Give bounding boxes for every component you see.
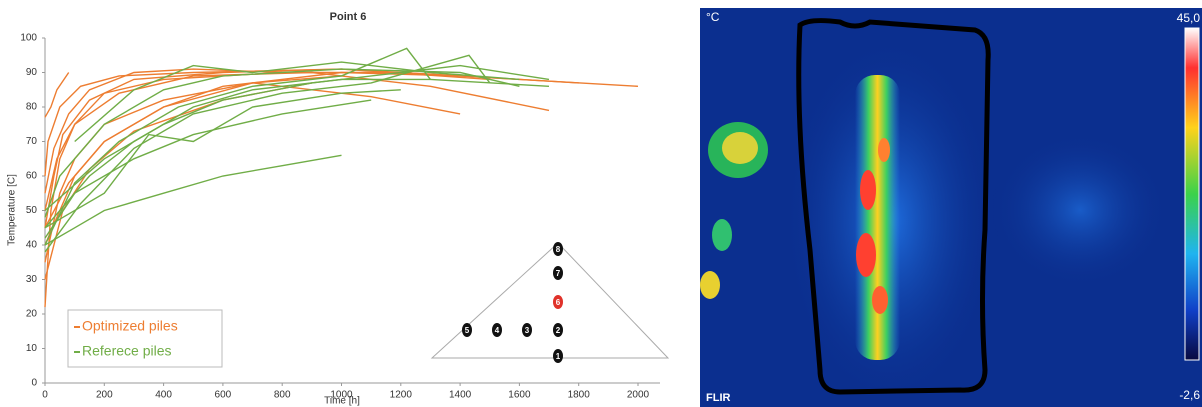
- x-tick-label: 800: [274, 390, 291, 401]
- x-tick-label: 600: [215, 390, 232, 401]
- inset-point-label: 8: [556, 245, 561, 254]
- x-tick-label: 2000: [627, 390, 650, 401]
- x-tick-label: 200: [96, 390, 113, 401]
- series-line: [45, 48, 430, 245]
- page: Point 6 Time [h] Temperature [C] 0102030…: [0, 0, 1202, 407]
- series-line: [45, 73, 460, 246]
- legend-label: Referece piles: [82, 343, 172, 359]
- y-tick-label: 10: [26, 343, 38, 354]
- series-line: [45, 66, 549, 211]
- y-tick-label: 30: [26, 274, 38, 285]
- x-tick-label: 1200: [390, 390, 413, 401]
- unit-label: °C: [706, 10, 720, 24]
- series-line: [45, 76, 342, 228]
- series-line: [45, 83, 460, 262]
- y-tick-label: 60: [26, 171, 38, 182]
- y-tick-label: 0: [31, 378, 37, 389]
- x-tick-label: 1400: [449, 390, 472, 401]
- inset-point-label: 1: [556, 352, 561, 361]
- max-label: 45,0: [1177, 11, 1201, 25]
- x-tick-label: 400: [155, 390, 172, 401]
- series-line: [75, 62, 520, 141]
- y-tick-label: 50: [26, 205, 38, 216]
- series-line: [45, 100, 371, 238]
- min-label: -2,6: [1179, 388, 1200, 402]
- chart-title: Point 6: [330, 11, 367, 23]
- y-tick-label: 40: [26, 240, 38, 251]
- y-tick-label: 100: [20, 33, 37, 44]
- series-line: [45, 69, 519, 217]
- series-line: [45, 73, 549, 211]
- inset-point-label: 7: [556, 269, 561, 278]
- inset-triangle: [432, 243, 668, 358]
- color-bar: [1185, 28, 1199, 360]
- series-line: [45, 90, 401, 228]
- inset-point-label: 5: [465, 326, 470, 335]
- x-tick-label: 0: [42, 390, 48, 401]
- x-tick-label: 1600: [508, 390, 531, 401]
- y-axis-label: Temperature [C]: [7, 174, 18, 246]
- thermal-image: [700, 8, 1202, 407]
- y-tick-label: 70: [26, 136, 38, 147]
- x-tick-label: 1800: [568, 390, 591, 401]
- inset-point-label: 3: [525, 326, 530, 335]
- figure: Point 6 Time [h] Temperature [C] 0102030…: [0, 0, 1202, 407]
- inset-point-label: 2: [556, 326, 561, 335]
- x-tick-label: 1000: [330, 390, 353, 401]
- y-tick-label: 20: [26, 309, 38, 320]
- legend-label: Optimized piles: [82, 318, 178, 334]
- series-line: [45, 73, 69, 118]
- y-tick-label: 90: [26, 67, 38, 78]
- inset-point-label: 6: [556, 298, 561, 307]
- y-tick-label: 80: [26, 102, 38, 113]
- inset-point-label: 4: [495, 326, 500, 335]
- logo: FLIR: [706, 392, 730, 404]
